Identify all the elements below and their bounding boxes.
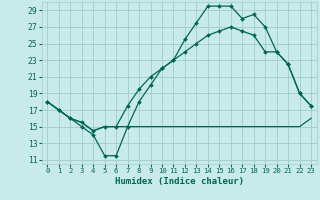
X-axis label: Humidex (Indice chaleur): Humidex (Indice chaleur)	[115, 177, 244, 186]
